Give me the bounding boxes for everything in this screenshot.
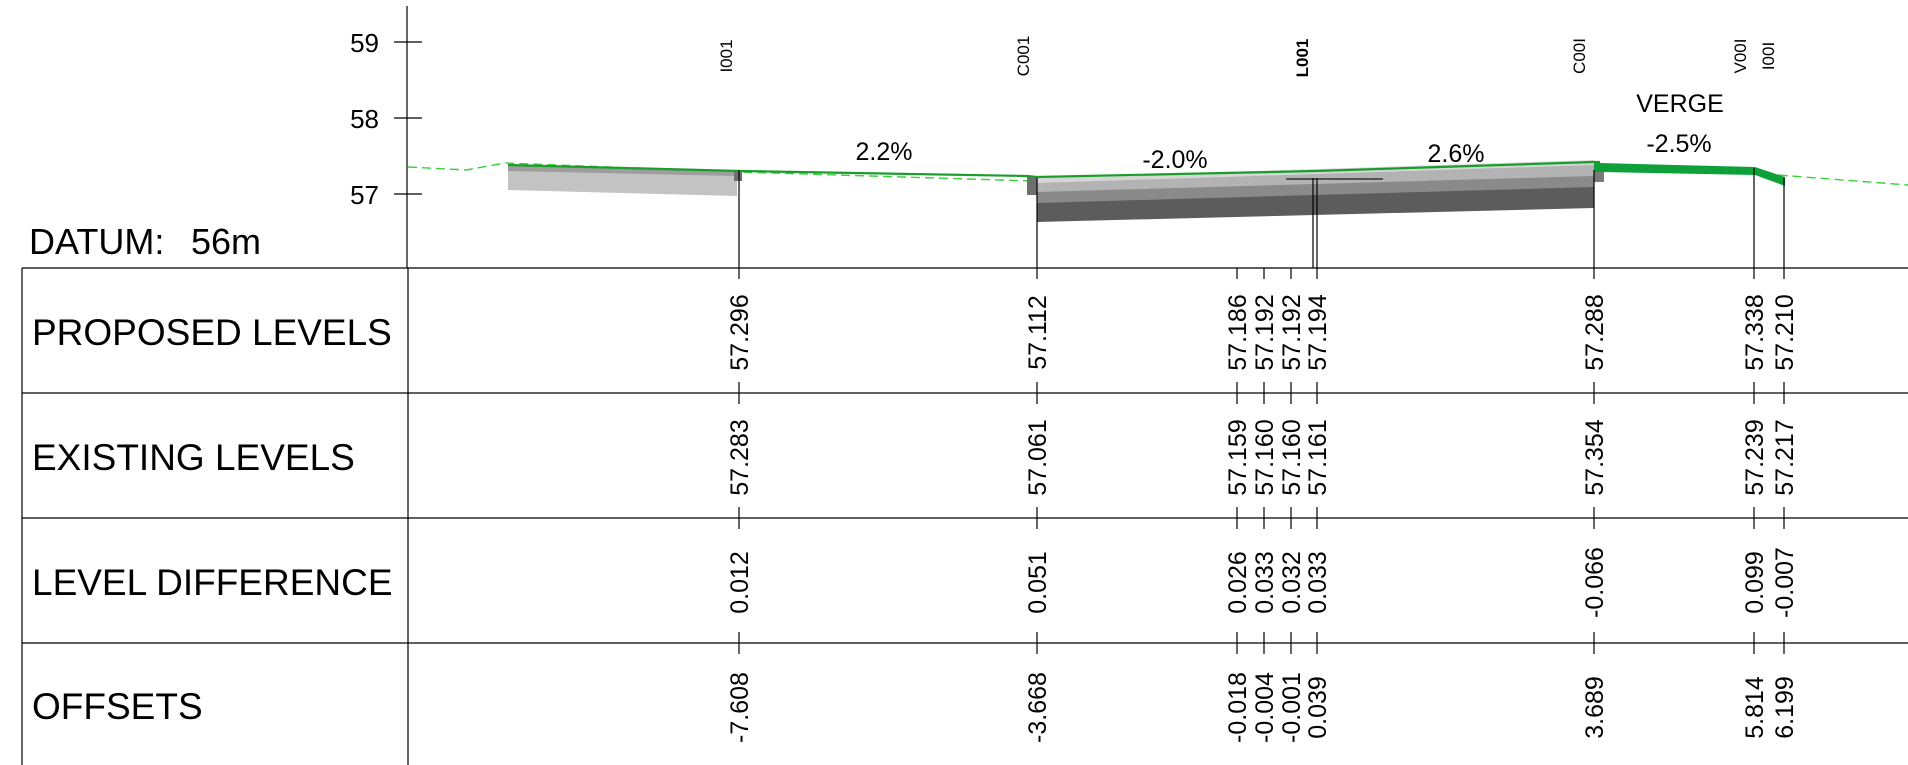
table-value: 0.033 [1304,551,1332,614]
table-value: 0.026 [1224,551,1252,614]
datum-caption: DATUM: [29,221,164,262]
table-value: 57.288 [1581,294,1609,370]
table-value: 57.338 [1741,294,1769,370]
table-value: 57.192 [1278,294,1306,370]
table-value: 57.161 [1304,419,1332,495]
table-value: 0.099 [1741,551,1769,614]
table-value: 57.283 [726,419,754,495]
string-code-label: I00I [1759,42,1778,70]
table-value: 57.192 [1251,294,1279,370]
slope-label: 2.2% [856,138,913,166]
table-value: -0.007 [1771,547,1799,618]
table-value: 57.160 [1251,419,1279,495]
table-value: -0.018 [1224,672,1252,743]
table-value: 57.210 [1771,294,1799,370]
axis-tick-label: 59 [350,28,379,58]
slope-label: 2.6% [1428,140,1485,168]
slope-labels: 2.2% -2.0% 2.6% -2.5% VERGE [856,90,1724,174]
table-value: -3.668 [1024,672,1052,743]
row-label-proposed-levels: PROPOSED LEVELS [32,312,392,353]
table-value: 57.194 [1304,294,1332,371]
table-value: 0.033 [1251,551,1279,614]
row-labels: PROPOSED LEVELS EXISTING LEVELS LEVEL DI… [32,312,393,727]
table-value: 6.199 [1771,676,1799,739]
table-value: 3.689 [1581,676,1609,739]
station-lines [738,168,1785,268]
table-value: -7.608 [726,672,754,743]
string-code-label: I001 [717,39,736,72]
table-value: 0.051 [1024,551,1052,614]
string-code-label: V00I [1731,39,1750,74]
row-label-existing-levels: EXISTING LEVELS [32,437,355,478]
carriageway-layers [1037,160,1594,222]
table-value: -0.004 [1251,672,1279,743]
table-value: 5.814 [1741,676,1769,739]
table-value: 57.160 [1278,419,1306,495]
axis-tick-label: 57 [350,180,379,210]
string-codes: I001 C001 L001 C00I V00I I00I [717,36,1778,78]
proposed-surface-line [507,160,1600,179]
table-value: -0.066 [1581,547,1609,618]
row-label-offsets: OFFSETS [32,686,203,727]
row-label-level-difference: LEVEL DIFFERENCE [32,562,393,603]
table-value: 57.061 [1024,419,1052,495]
verge-label: VERGE [1636,90,1724,118]
table-value: 57.159 [1224,419,1252,495]
string-code-label: C001 [1014,36,1033,77]
string-code-label: C00I [1570,38,1589,74]
left-footway [508,166,737,196]
verge-strip [1594,163,1785,186]
axis-tick-label: 58 [350,104,379,134]
table-value: 57.239 [1741,419,1769,495]
slope-label: -2.5% [1646,130,1711,158]
table-value: 57.112 [1024,295,1052,370]
level-axis: 59 58 57 [350,6,422,268]
table-value: 57.354 [1581,419,1609,496]
datum-label: DATUM: 56m [29,221,261,262]
table-value: 57.296 [726,294,754,370]
table-value: 0.032 [1278,551,1306,614]
existing-ground-line [407,162,1908,186]
datum-value: 56m [191,221,261,262]
slope-label: -2.0% [1142,146,1207,174]
string-code-label: L001 [1293,39,1312,78]
table-value: -0.001 [1278,672,1306,743]
table-value: 0.012 [726,551,754,614]
table-value: 0.039 [1304,676,1332,739]
table-value: 57.186 [1224,294,1252,370]
table-value: 57.217 [1771,419,1799,495]
